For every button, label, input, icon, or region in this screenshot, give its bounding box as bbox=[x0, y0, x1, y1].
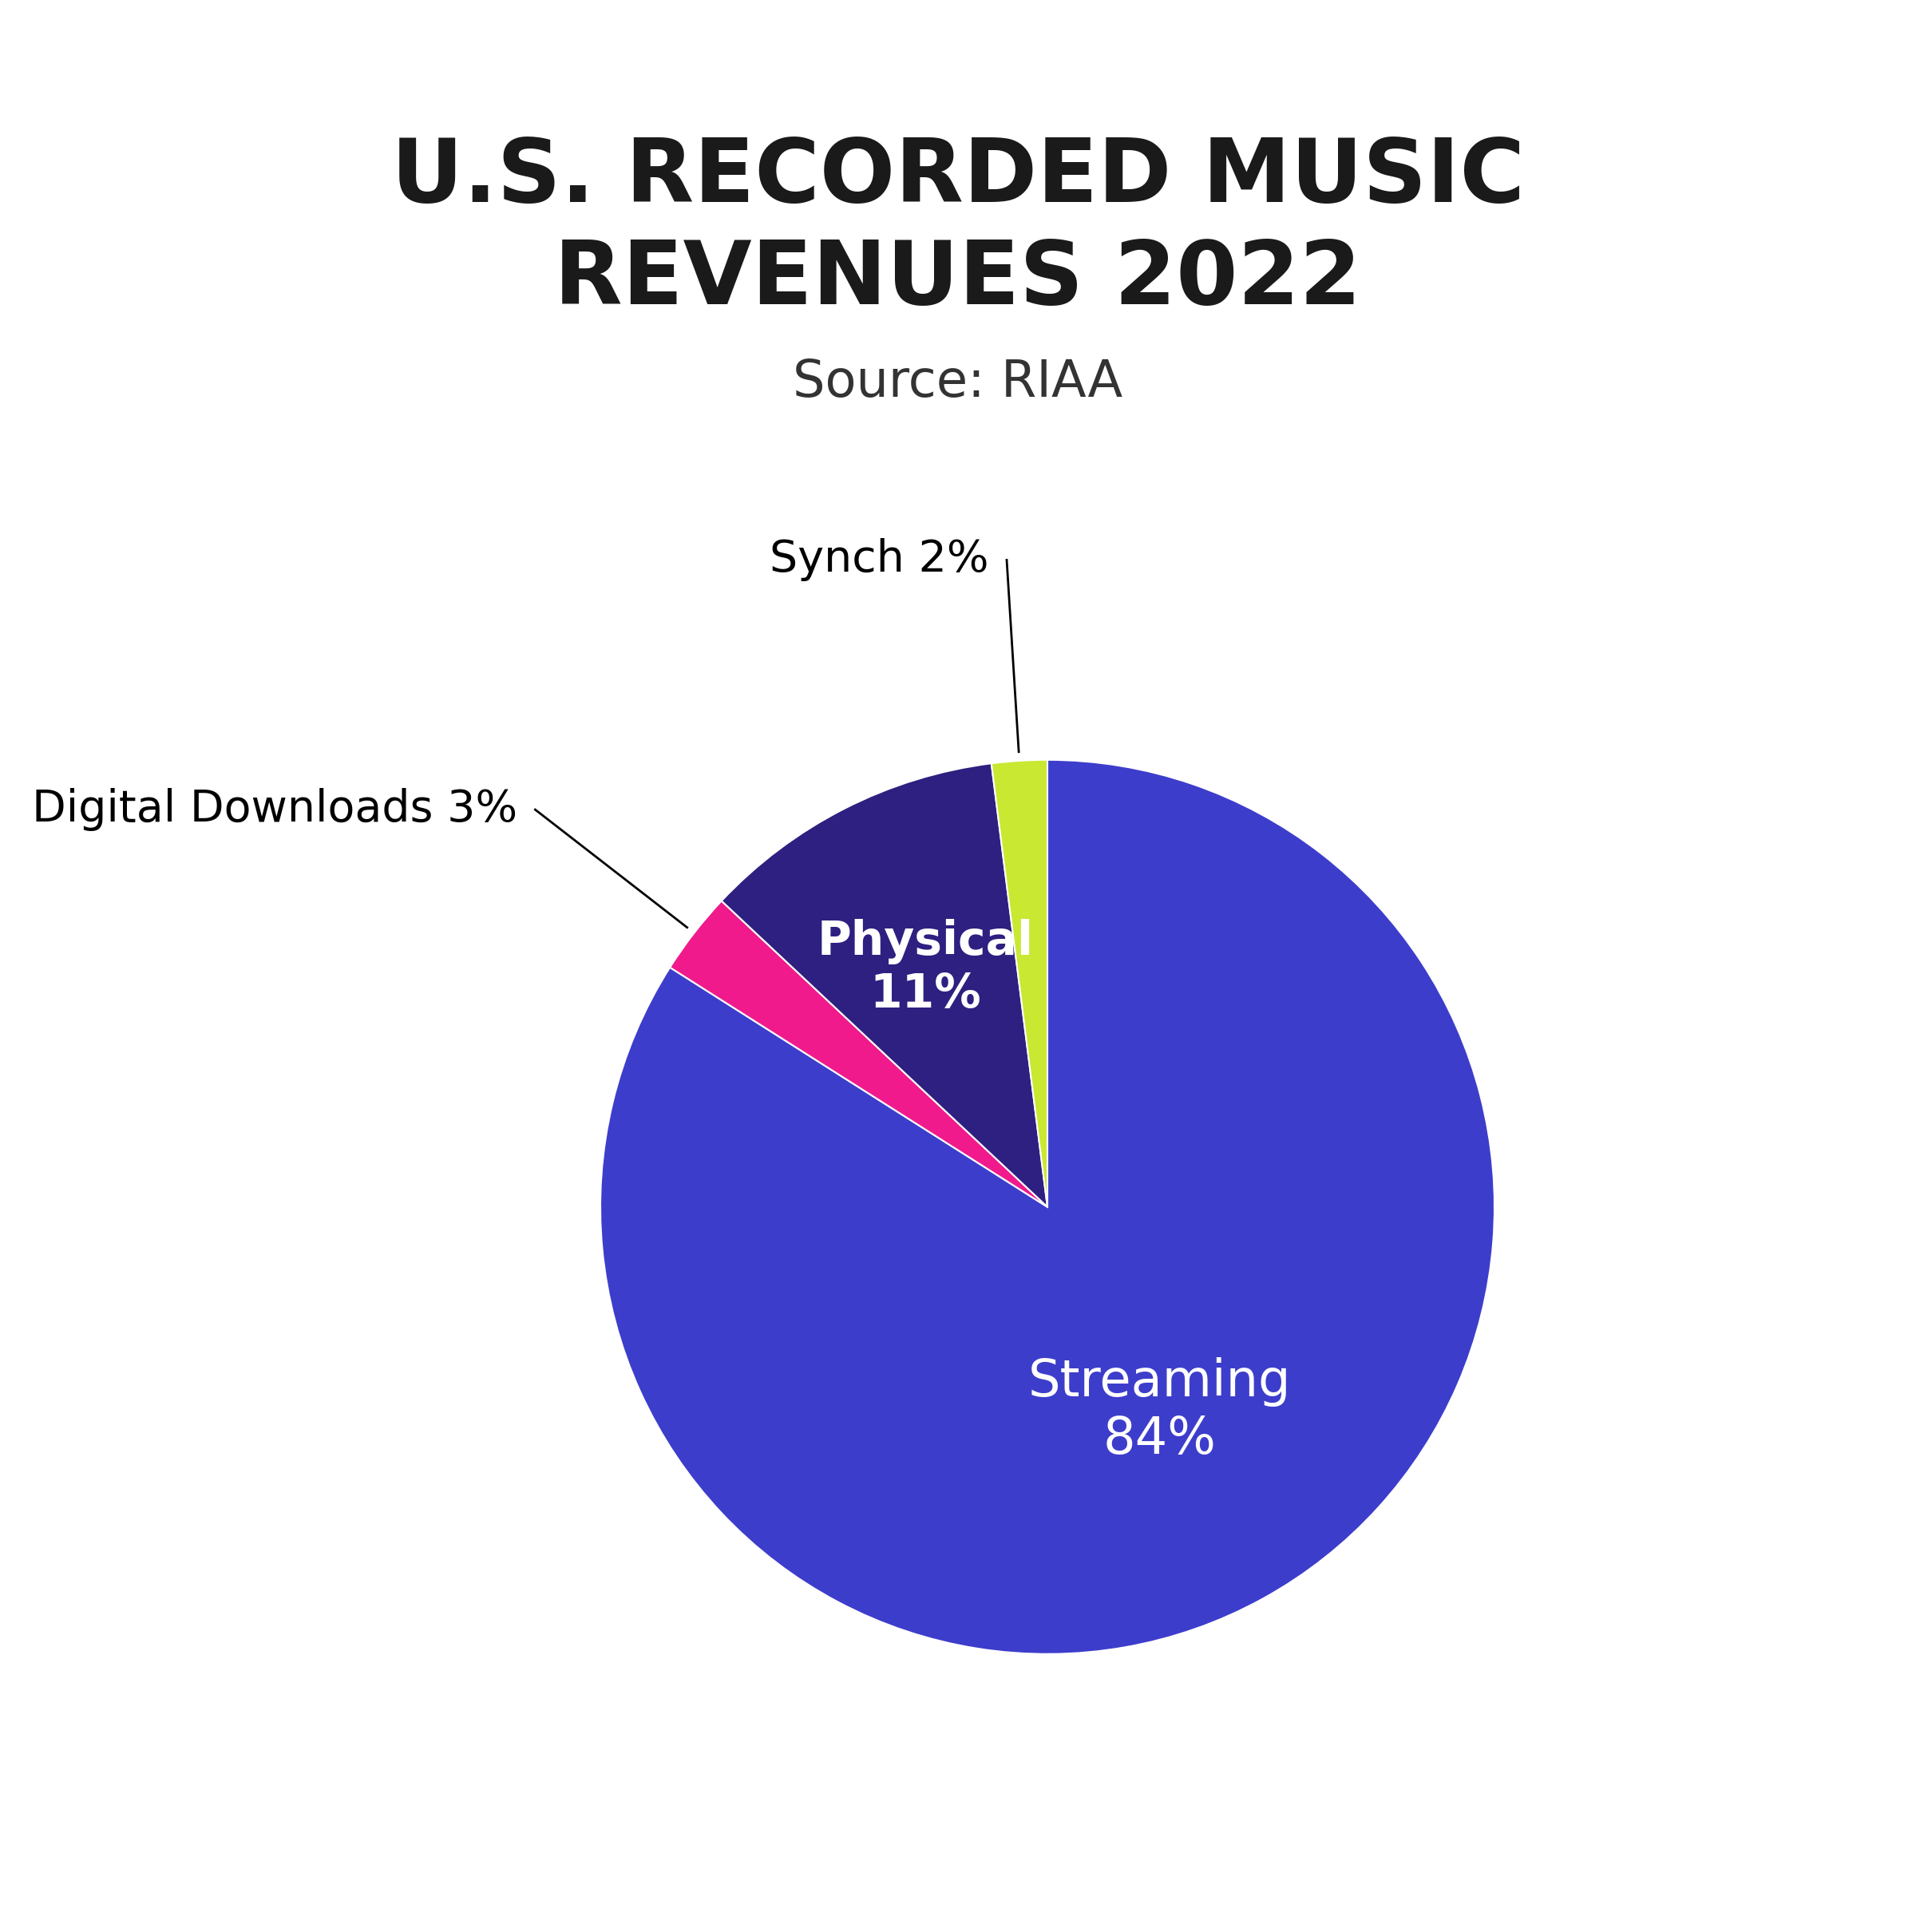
Text: Synch 2%: Synch 2% bbox=[770, 539, 989, 582]
Wedge shape bbox=[991, 759, 1048, 1208]
Wedge shape bbox=[671, 900, 1048, 1208]
Text: Streaming
84%: Streaming 84% bbox=[1027, 1358, 1291, 1464]
Text: Source: RIAA: Source: RIAA bbox=[793, 357, 1123, 408]
Text: Digital Downloads 3%: Digital Downloads 3% bbox=[33, 788, 517, 831]
Wedge shape bbox=[600, 759, 1494, 1654]
Text: Physical
11%: Physical 11% bbox=[818, 920, 1035, 1016]
Text: U.S. RECORDED MUSIC
REVENUES 2022: U.S. RECORDED MUSIC REVENUES 2022 bbox=[391, 135, 1525, 323]
Wedge shape bbox=[722, 763, 1048, 1208]
